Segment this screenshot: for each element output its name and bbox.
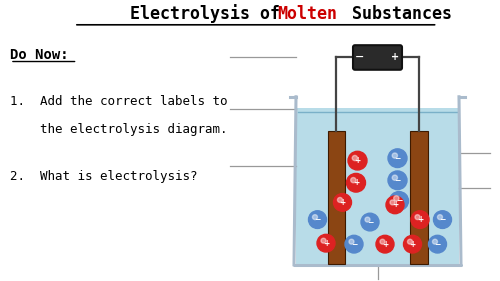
Circle shape [380,239,385,244]
Circle shape [386,196,404,214]
Text: +: + [417,215,423,224]
Text: 2.  What is electrolysis?: 2. What is electrolysis? [10,170,198,183]
Circle shape [352,155,358,161]
Circle shape [338,198,342,202]
Circle shape [317,234,335,252]
Circle shape [345,235,363,253]
Circle shape [334,194,351,211]
Text: +: + [391,52,399,62]
Text: −: − [434,240,440,249]
Text: Substances: Substances [342,5,452,23]
Circle shape [308,211,326,228]
Text: Do Now:: Do Now: [10,47,68,62]
Text: +: + [354,156,360,165]
Text: +: + [392,200,398,209]
Text: 1.  Add the correct labels to: 1. Add the correct labels to [10,95,228,108]
Bar [296,108,459,265]
Text: +: + [382,240,388,249]
Text: +: + [410,240,416,249]
Text: −: − [394,154,400,163]
Circle shape [365,217,370,222]
Circle shape [390,192,408,210]
Bar [328,131,345,264]
Text: the electrolysis diagram.: the electrolysis diagram. [10,123,228,136]
Circle shape [434,211,452,228]
Circle shape [415,215,420,219]
Text: −: − [440,215,446,224]
Circle shape [348,151,367,170]
Text: +: + [340,198,345,207]
FancyBboxPatch shape [353,45,402,70]
Circle shape [408,239,412,244]
Circle shape [312,215,318,219]
Circle shape [346,173,366,192]
Text: −: − [394,176,400,185]
Circle shape [428,235,446,253]
Circle shape [390,200,395,205]
Text: Electrolysis of: Electrolysis of [130,4,290,23]
Circle shape [404,235,421,253]
Circle shape [350,178,356,183]
Circle shape [394,196,399,201]
Circle shape [376,235,394,253]
Circle shape [361,213,379,231]
Text: −: − [367,217,373,226]
Circle shape [392,153,398,158]
Circle shape [438,215,442,219]
Circle shape [388,149,407,167]
Bar [410,131,428,264]
Circle shape [432,239,438,244]
Circle shape [392,175,398,180]
Circle shape [349,239,354,244]
Circle shape [321,238,326,243]
Text: −: − [356,52,364,62]
Text: −: − [314,215,320,224]
Circle shape [388,171,407,190]
Text: −: − [351,240,357,249]
Text: Molten: Molten [278,5,338,23]
Text: −: − [396,196,402,205]
Circle shape [411,211,429,228]
Text: +: + [323,239,329,248]
Text: +: + [353,178,359,187]
